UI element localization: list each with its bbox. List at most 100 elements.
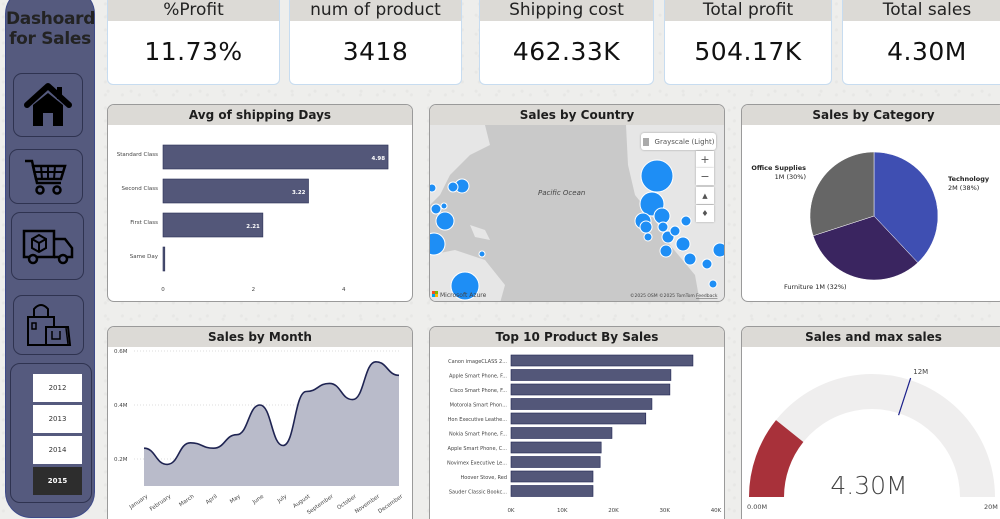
product-label: Nokia Smart Phone, F... xyxy=(449,432,507,438)
landmass-png xyxy=(470,225,490,240)
nav-cart-button[interactable] xyxy=(9,149,83,204)
product-label: Apple Smart Phone, C... xyxy=(448,446,508,452)
sales-by-month-chart: 0.2M 0.4M 0.6M January February March April May… xyxy=(114,349,405,516)
bar xyxy=(510,470,594,483)
x-tick-label: 40K xyxy=(711,508,722,514)
kpi-card-profit-percent: %Profit 11.73% xyxy=(107,0,280,85)
map-style-label: Grayscale (Light) xyxy=(654,137,715,146)
country-bubble xyxy=(675,236,691,252)
country-bubble xyxy=(669,225,681,237)
panel-title: Sales and max sales xyxy=(742,327,1000,347)
product-label: Motorola Smart Phon... xyxy=(450,403,508,409)
country-bubble xyxy=(430,232,446,256)
country-bubble xyxy=(680,215,692,227)
kpi-label: Total sales xyxy=(843,0,1000,21)
top10-products-panel: Top 10 Product By Sales Canon imageCLASS… xyxy=(429,326,725,519)
pitch-icon[interactable]: ▲ xyxy=(696,187,714,204)
top10-products-chart: Canon imageCLASS 2... Apple Smart Phone, … xyxy=(447,354,722,514)
dashboard-title: Dashoard for Sales xyxy=(6,9,95,49)
world-map[interactable]: Pacific Ocean Microsoft Azure ©2025 OSM … xyxy=(430,125,725,302)
country-bubble xyxy=(478,250,486,258)
panel-title: Sales by Category xyxy=(742,105,1000,125)
kpi-value: 504.17K xyxy=(694,37,802,66)
kpi-card-num-product: num of product 3418 xyxy=(289,0,462,85)
category-label: Second Class xyxy=(122,186,159,192)
x-tick-label: 2 xyxy=(252,287,256,293)
panel-title: Avg of shipping Days xyxy=(108,105,412,125)
bar xyxy=(510,485,594,497)
country-bubble xyxy=(657,221,669,233)
country-bubble xyxy=(659,244,673,258)
product-label: Novimex Executive Le... xyxy=(447,461,507,467)
bar xyxy=(510,398,653,410)
map-attribution: ©2025 OSM ©2025 TomTom xyxy=(630,292,695,299)
country-bubble xyxy=(639,220,653,234)
data-label: 2.21 xyxy=(246,224,260,230)
sales-by-month-panel: Sales by Month 0.2M 0.4M 0.6M January Februa… xyxy=(107,326,413,519)
x-tick-label: 0K xyxy=(507,508,514,514)
landmass-asia xyxy=(430,125,490,205)
compass-icon[interactable]: ♦ xyxy=(696,205,714,222)
country-bubble xyxy=(701,258,713,270)
x-tick-label: December xyxy=(377,493,404,515)
year-2012-button[interactable]: 2012 xyxy=(33,374,82,402)
x-tick-label: April xyxy=(205,493,219,505)
year-2014-button[interactable]: 2014 xyxy=(33,436,82,464)
nav-shopping-button[interactable] xyxy=(13,295,84,355)
kpi-value: 3418 xyxy=(342,37,409,66)
zoom-in-button[interactable]: + xyxy=(696,151,714,168)
country-bubble xyxy=(435,211,455,231)
bar xyxy=(510,354,694,367)
category-label: Same Day xyxy=(130,254,159,260)
microsoft-logo-icon xyxy=(432,291,435,294)
year-2013-button[interactable]: 2013 xyxy=(33,405,82,433)
bar xyxy=(162,246,166,272)
shipping-days-chart: Standard Class 4.98 Second Class 3.22 First … xyxy=(117,144,389,293)
map-style-icon xyxy=(642,137,649,146)
country-bubble xyxy=(640,159,674,193)
country-bubble xyxy=(447,181,459,193)
microsoft-logo-part xyxy=(435,291,438,294)
year-slicer: 2012 2013 2014 2015 xyxy=(10,363,92,503)
pie-slice xyxy=(809,151,875,237)
bar xyxy=(162,178,309,204)
country-bubble xyxy=(683,252,697,266)
nav-home-button[interactable] xyxy=(13,73,83,137)
product-label: Cisco Smart Phone, F... xyxy=(450,388,508,394)
sales-gauge-chart: 12M 4.30M 0.00M 20M xyxy=(747,368,998,511)
gauge-value: 4.30M xyxy=(830,471,907,500)
slice-sublabel: 2M (38%) xyxy=(948,184,979,192)
product-label: Sauder Classic Bookc... xyxy=(449,490,508,496)
bar xyxy=(162,212,264,238)
gauge-track xyxy=(749,374,995,497)
area-fill xyxy=(144,361,399,486)
x-tick-label: May xyxy=(229,493,242,505)
bar xyxy=(510,441,602,454)
country-bubble xyxy=(430,183,437,193)
series-line xyxy=(143,360,400,466)
kpi-value: 462.33K xyxy=(512,37,621,66)
home-icon xyxy=(24,83,72,126)
shipping-days-panel: Avg of shipping Days Standard Class 4.98 S… xyxy=(107,104,413,302)
shopping-bags-icon xyxy=(26,304,71,346)
kpi-label: num of product xyxy=(290,0,461,21)
product-label: Canon imageCLASS 2... xyxy=(448,359,507,365)
country-bubble xyxy=(643,232,653,242)
kpi-value: 4.30M xyxy=(887,37,967,66)
gauge-fill xyxy=(749,420,804,497)
slice-label: Office Supplies xyxy=(751,164,806,172)
kpi-card-shipping-cost: Shipping cost 462.33K xyxy=(479,0,654,85)
product-label: Hoover Stove, Red xyxy=(461,475,507,481)
year-2015-button[interactable]: 2015 xyxy=(33,467,82,495)
bar xyxy=(510,456,601,468)
map-style-picker[interactable]: Grayscale (Light) xyxy=(641,133,716,150)
zoom-out-button[interactable]: − xyxy=(696,168,714,185)
panel-title: Sales by Country xyxy=(430,105,724,125)
feedback-link[interactable]: Feedback xyxy=(696,293,718,299)
nav-delivery-button[interactable] xyxy=(11,212,84,280)
sales-bubbles xyxy=(430,159,724,301)
y-tick-label: 0.2M xyxy=(114,457,128,463)
bar xyxy=(510,369,672,381)
x-tick-label: August xyxy=(292,493,312,509)
